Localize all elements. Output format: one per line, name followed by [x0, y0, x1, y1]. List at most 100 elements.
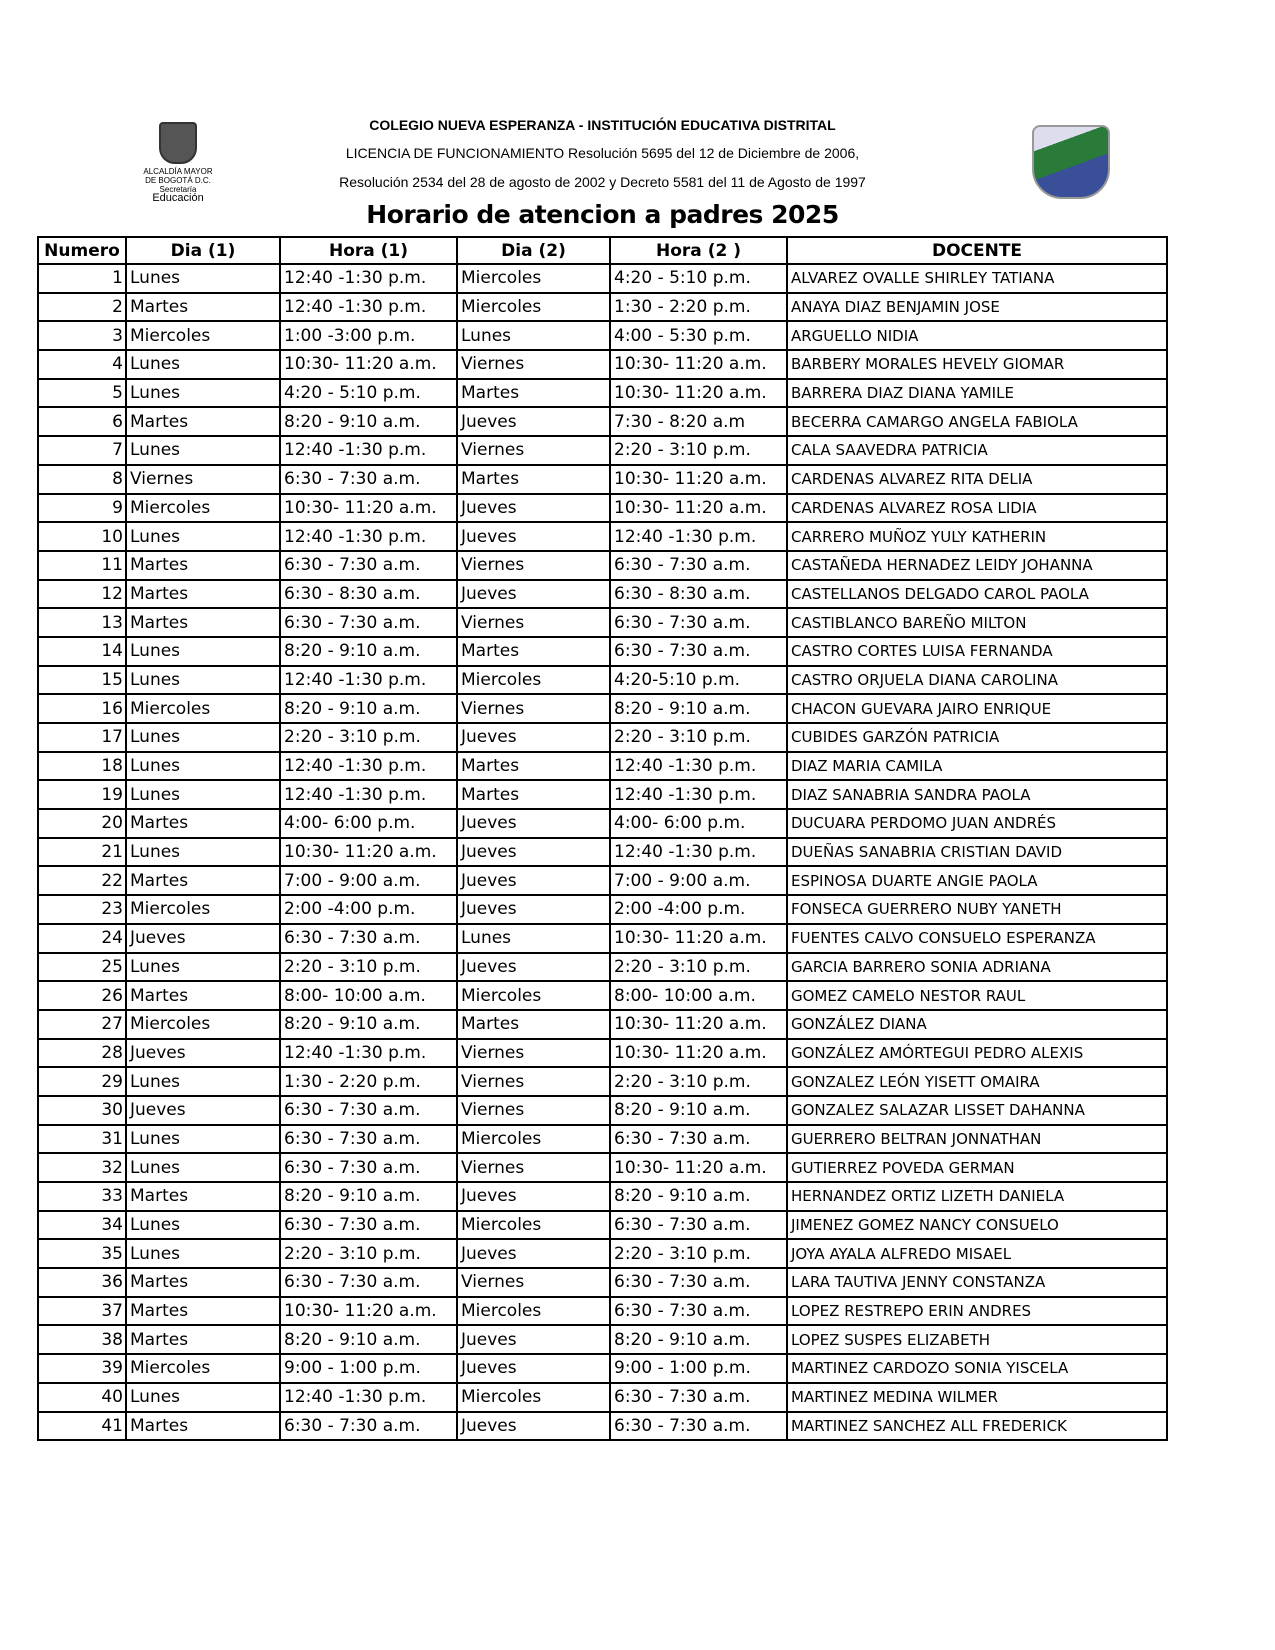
day1-cell: Lunes: [125, 750, 281, 782]
table-row: 35 Lunes 2:20 - 3:10 p.m. Jueves 2:20 - 3:10…: [37, 1238, 1168, 1270]
day2-cell: Jueves: [456, 521, 611, 552]
day2-cell: Martes: [456, 750, 611, 782]
table-row: 17 Lunes 2:20 - 3:10 p.m. Jueves 2:20 - 3:10…: [37, 722, 1168, 753]
table-row: 37 Martes 10:30- 11:20 a.m. Miercoles 6:30 -…: [37, 1295, 1168, 1327]
hour2-cell: 12:40 -1:30 p.m.: [609, 521, 788, 552]
day2-cell: Viernes: [456, 1152, 611, 1183]
hour1-cell: 12:40 -1:30 p.m.: [279, 263, 458, 294]
day2-cell: Miercoles: [456, 1295, 611, 1327]
day1-cell: Lunes: [125, 1123, 281, 1155]
hour1-cell: 10:30- 11:20 a.m.: [279, 836, 458, 868]
teacher-cell: GONZÁLEZ DIANA: [786, 1008, 1168, 1040]
hour2-cell: 12:40 -1:30 p.m.: [609, 836, 788, 868]
table-row: 33 Martes 8:20 - 9:10 a.m. Jueves 8:20 - 9:1…: [37, 1181, 1168, 1212]
teacher-cell: FONSECA GUERRERO NUBY YANETH: [786, 894, 1168, 925]
day2-cell: Viernes: [456, 693, 611, 724]
number-cell: 29: [37, 1066, 127, 1097]
number-cell: 20: [37, 808, 127, 839]
teacher-cell: GUTIERREZ POVEDA GERMAN: [786, 1152, 1168, 1183]
day1-cell: Martes: [125, 980, 281, 1011]
teacher-cell: ALVAREZ OVALLE SHIRLEY TATIANA: [786, 263, 1168, 294]
hour1-cell: 9:00 - 1:00 p.m.: [279, 1353, 458, 1384]
hour1-cell: 6:30 - 7:30 a.m.: [279, 1410, 458, 1442]
hour2-cell: 8:20 - 9:10 a.m.: [609, 1324, 788, 1356]
day1-cell: Lunes: [125, 1066, 281, 1097]
number-cell: 27: [37, 1008, 127, 1040]
day2-cell: Jueves: [456, 578, 611, 610]
number-cell: 15: [37, 664, 127, 696]
hour1-cell: 6:30 - 7:30 a.m.: [279, 1152, 458, 1183]
table-row: 40 Lunes 12:40 -1:30 p.m. Miercoles 6:30 - 7…: [37, 1381, 1168, 1413]
hour2-cell: 4:00 - 5:30 p.m.: [609, 320, 788, 352]
hour2-cell: 2:00 -4:00 p.m.: [609, 894, 788, 925]
table-row: 14 Lunes 8:20 - 9:10 a.m. Martes 6:30 - 7:30…: [37, 635, 1168, 667]
table-row: 19 Lunes 12:40 -1:30 p.m. Martes 12:40 -1:30…: [37, 779, 1168, 811]
hour1-cell: 6:30 - 7:30 a.m.: [279, 463, 458, 495]
teacher-cell: JIMENEZ GOMEZ NANCY CONSUELO: [786, 1209, 1168, 1241]
day1-cell: Miercoles: [125, 1008, 281, 1040]
day1-cell: Martes: [125, 808, 281, 839]
number-cell: 5: [37, 377, 127, 409]
table-row: 41 Martes 6:30 - 7:30 a.m. Jueves 6:30 - 7:3…: [37, 1410, 1168, 1442]
day2-cell: Miercoles: [456, 980, 611, 1011]
schedule-table: Numero Dia (1) Hora (1) Dia (2) Hora (2 …: [37, 236, 1168, 1442]
teacher-cell: DUCUARA PERDOMO JUAN ANDRÉS: [786, 808, 1168, 839]
hour1-cell: 6:30 - 7:30 a.m.: [279, 1209, 458, 1241]
teacher-cell: LARA TAUTIVA JENNY CONSTANZA: [786, 1267, 1168, 1298]
school-name: COLEGIO NUEVA ESPERANZA - INSTITUCIÓN ED…: [369, 117, 836, 133]
day1-cell: Lunes: [125, 263, 281, 294]
day2-cell: Jueves: [456, 951, 611, 983]
number-cell: 10: [37, 521, 127, 552]
day1-cell: Lunes: [125, 1381, 281, 1413]
day1-cell: Miercoles: [125, 492, 281, 524]
day2-cell: Viernes: [456, 1066, 611, 1097]
day1-cell: Lunes: [125, 377, 281, 409]
hour2-cell: 2:20 - 3:10 p.m.: [609, 1066, 788, 1097]
hour2-cell: 2:20 - 3:10 p.m.: [609, 951, 788, 983]
hour1-cell: 2:00 -4:00 p.m.: [279, 894, 458, 925]
number-cell: 1: [37, 263, 127, 294]
hour1-cell: 8:20 - 9:10 a.m.: [279, 1008, 458, 1040]
number-cell: 3: [37, 320, 127, 352]
number-cell: 11: [37, 549, 127, 581]
table-row: 1 Lunes 12:40 -1:30 p.m. Miercoles 4:20 - 5:…: [37, 263, 1168, 294]
hour1-cell: 4:20 - 5:10 p.m.: [279, 377, 458, 409]
number-cell: 6: [37, 406, 127, 438]
day1-cell: Martes: [125, 406, 281, 438]
day1-cell: Lunes: [125, 435, 281, 466]
number-cell: 34: [37, 1209, 127, 1241]
coat-of-arms-icon: [159, 122, 197, 164]
teacher-cell: LOPEZ SUSPES ELIZABETH: [786, 1324, 1168, 1356]
number-cell: 37: [37, 1295, 127, 1327]
school-crest-logo: [1032, 125, 1110, 199]
table-row: 36 Martes 6:30 - 7:30 a.m. Viernes 6:30 - 7:…: [37, 1267, 1168, 1298]
hour1-cell: 10:30- 11:20 a.m.: [279, 349, 458, 380]
hour2-cell: 12:40 -1:30 p.m.: [609, 779, 788, 811]
day2-cell: Miercoles: [456, 664, 611, 696]
hour2-cell: 8:20 - 9:10 a.m.: [609, 693, 788, 724]
hour1-cell: 6:30 - 8:30 a.m.: [279, 578, 458, 610]
hour2-cell: 10:30- 11:20 a.m.: [609, 1008, 788, 1040]
hour2-cell: 6:30 - 7:30 a.m.: [609, 1410, 788, 1442]
day1-cell: Lunes: [125, 1238, 281, 1270]
day2-cell: Jueves: [456, 1410, 611, 1442]
hour1-cell: 4:00- 6:00 p.m.: [279, 808, 458, 839]
table-row: 26 Martes 8:00- 10:00 a.m. Miercoles 8:00- 1…: [37, 980, 1168, 1011]
teacher-cell: CASTRO CORTES LUISA FERNANDA: [786, 635, 1168, 667]
hour1-cell: 8:20 - 9:10 a.m.: [279, 1324, 458, 1356]
hour1-cell: 1:00 -3:00 p.m.: [279, 320, 458, 352]
teacher-cell: CARRERO MUÑOZ YULY KATHERIN: [786, 521, 1168, 552]
day2-cell: Miercoles: [456, 1381, 611, 1413]
day1-cell: Lunes: [125, 836, 281, 868]
hour1-cell: 6:30 - 7:30 a.m.: [279, 549, 458, 581]
table-row: 3 Miercoles 1:00 -3:00 p.m. Lunes 4:00 - 5:3…: [37, 320, 1168, 352]
teacher-cell: DUEÑAS SANABRIA CRISTIAN DAVID: [786, 836, 1168, 868]
table-row: 27 Miercoles 8:20 - 9:10 a.m. Martes 10:30- …: [37, 1008, 1168, 1040]
table-row: 38 Martes 8:20 - 9:10 a.m. Jueves 8:20 - 9:1…: [37, 1324, 1168, 1356]
day2-cell: Lunes: [456, 922, 611, 954]
hour2-cell: 6:30 - 8:30 a.m.: [609, 578, 788, 610]
day1-cell: Lunes: [125, 635, 281, 667]
hour2-cell: 2:20 - 3:10 p.m.: [609, 722, 788, 753]
hour2-cell: 2:20 - 3:10 p.m.: [609, 435, 788, 466]
